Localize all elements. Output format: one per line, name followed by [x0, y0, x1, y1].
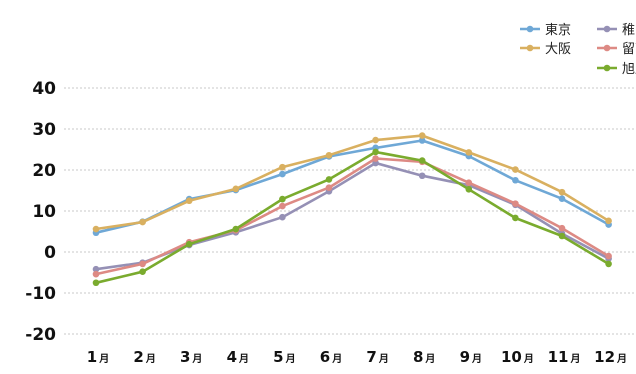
y-tick-label: 20: [32, 161, 56, 181]
data-point-留萌-7: [372, 155, 379, 162]
legend-label: 大阪: [545, 42, 571, 57]
data-point-留萌-10: [512, 200, 519, 207]
data-point-大阪-5: [279, 163, 286, 171]
data-point-留萌-6: [325, 184, 333, 191]
legend-swatch-marker: [526, 25, 534, 33]
data-point-大阪-2: [139, 218, 146, 226]
data-point-大阪-9: [465, 149, 473, 156]
data-point-大阪-4: [232, 185, 240, 193]
data-point-東京-5: [279, 170, 286, 178]
data-point-東京-11: [558, 195, 566, 202]
legend-label: 旭川: [622, 62, 636, 77]
series-line-大阪: [95, 134, 610, 231]
data-point-旭川-1: [92, 279, 100, 287]
data-point-稚内-7: [372, 159, 379, 167]
x-tick-label: 10 月: [501, 348, 534, 366]
data-point-留萌-9: [465, 179, 473, 187]
legend-swatch-marker: [603, 64, 611, 72]
y-tick-label: -10: [25, 284, 56, 304]
data-point-旭川-5: [279, 195, 286, 203]
data-point-大阪-8: [418, 132, 426, 139]
data-point-留萌-12: [605, 252, 612, 260]
y-tick-label: 0: [44, 243, 56, 263]
data-point-旭川-6: [325, 176, 333, 183]
data-point-旭川-12: [605, 260, 612, 268]
legend-swatch-marker: [603, 25, 611, 33]
data-point-旭川-4: [232, 225, 240, 233]
data-point-東京-10: [512, 176, 519, 184]
data-point-留萌-2: [139, 260, 146, 268]
data-point-旭川-2: [139, 268, 146, 275]
data-point-稚内-5: [279, 213, 286, 221]
series-line-東京: [95, 139, 610, 234]
data-point-稚内-8: [418, 172, 426, 180]
data-point-留萌-11: [558, 224, 566, 232]
series-line-留萌: [95, 157, 610, 276]
y-tick-label: 30: [32, 120, 56, 140]
x-tick-label: 11 月: [548, 348, 581, 366]
data-point-旭川-10: [512, 214, 519, 222]
data-point-留萌-1: [92, 270, 100, 278]
legend-label: 東京: [545, 22, 571, 38]
data-point-大阪-7: [372, 136, 379, 144]
data-point-旭川-7: [372, 148, 379, 156]
data-point-大阪-1: [92, 225, 100, 233]
legend-swatch-marker: [526, 44, 534, 52]
data-point-旭川-8: [418, 157, 426, 164]
data-point-東京-8: [418, 137, 426, 144]
y-tick-label: 10: [32, 202, 56, 222]
y-tick-label: 40: [32, 79, 56, 99]
series-line-旭川: [95, 150, 610, 285]
data-point-大阪-3: [185, 197, 193, 205]
y-tick-label: -20: [25, 325, 56, 345]
legend-label: 留萌: [622, 42, 636, 57]
data-point-大阪-6: [325, 151, 333, 159]
legend-label: 稚内: [622, 22, 636, 38]
data-point-大阪-12: [605, 217, 612, 225]
x-tick-label: 12 月: [594, 348, 627, 366]
data-point-稚内-1: [92, 265, 100, 273]
legend-swatch-marker: [603, 44, 611, 52]
data-point-旭川-9: [465, 185, 473, 193]
data-point-留萌-5: [279, 202, 286, 210]
data-point-大阪-10: [512, 166, 519, 173]
data-point-旭川-11: [558, 232, 566, 240]
data-point-旭川-3: [185, 240, 193, 248]
data-point-大阪-11: [558, 188, 566, 196]
